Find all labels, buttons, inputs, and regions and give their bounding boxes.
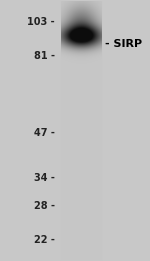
Text: 22 -: 22 -	[34, 235, 55, 245]
Text: 34 -: 34 -	[34, 173, 55, 183]
Text: 28 -: 28 -	[34, 201, 55, 211]
Text: - SIRP: - SIRP	[105, 39, 142, 49]
Text: 103 -: 103 -	[27, 17, 55, 27]
Text: 81 -: 81 -	[34, 51, 55, 61]
Text: 47 -: 47 -	[34, 128, 55, 138]
